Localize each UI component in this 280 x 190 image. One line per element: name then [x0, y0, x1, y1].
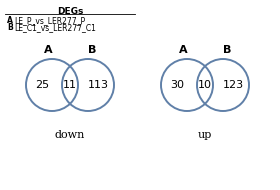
Text: B: B	[223, 45, 231, 55]
Text: A: A	[7, 16, 13, 25]
Text: 11: 11	[63, 80, 77, 90]
Text: B: B	[7, 23, 13, 32]
Text: 25: 25	[35, 80, 49, 90]
Text: up: up	[198, 130, 212, 140]
Text: 123: 123	[222, 80, 244, 90]
Text: LE_P_vs_LER277_P: LE_P_vs_LER277_P	[14, 16, 85, 25]
Text: A: A	[179, 45, 187, 55]
Text: B: B	[88, 45, 96, 55]
Text: LE_C1_vs_LER277_C1: LE_C1_vs_LER277_C1	[14, 23, 96, 32]
Text: 10: 10	[198, 80, 212, 90]
Text: 30: 30	[170, 80, 184, 90]
Text: A: A	[44, 45, 52, 55]
Text: DEGs: DEGs	[57, 7, 83, 16]
Text: 113: 113	[87, 80, 109, 90]
Text: down: down	[55, 130, 85, 140]
